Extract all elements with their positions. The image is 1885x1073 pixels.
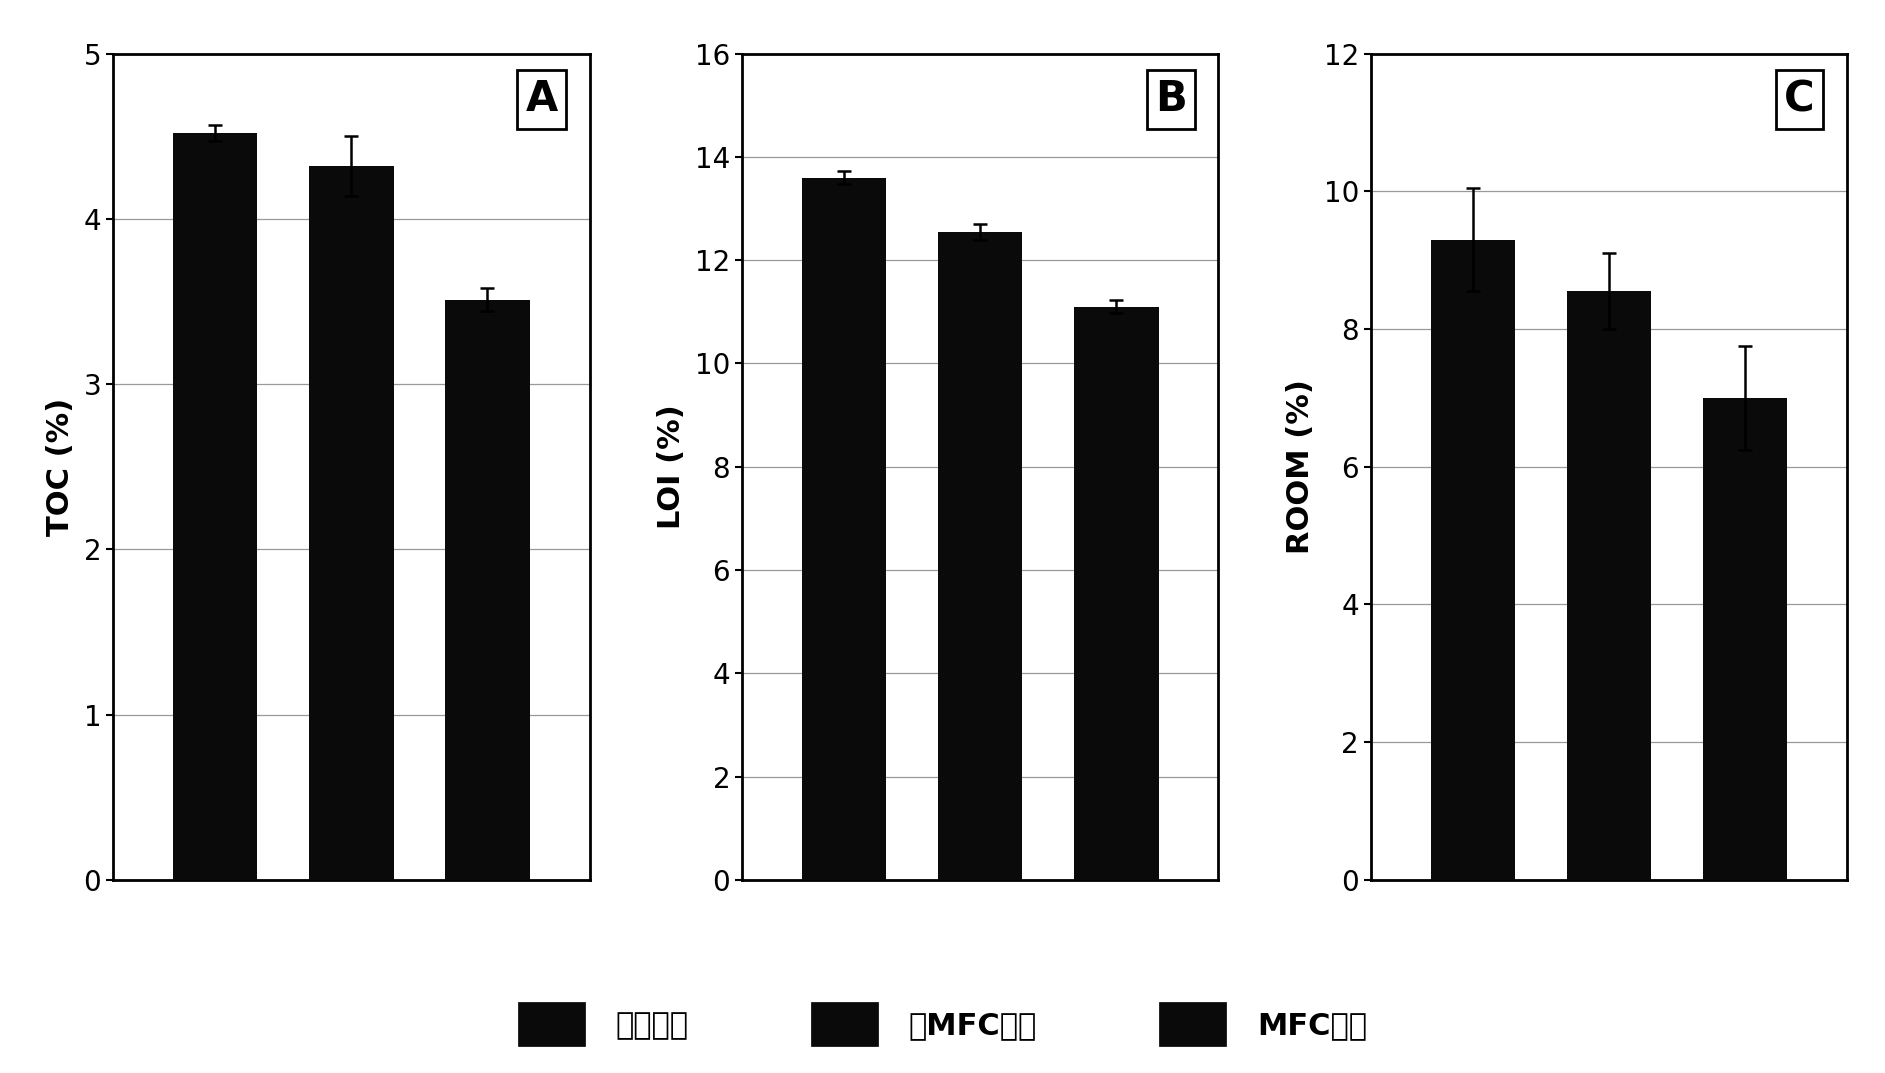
Text: C: C — [1785, 78, 1815, 120]
Legend: 初始底泥, 无MFC底泥, MFC底泥: 初始底泥, 无MFC底泥, MFC底泥 — [505, 990, 1380, 1058]
Bar — [1566, 291, 1651, 880]
Y-axis label: LOI (%): LOI (%) — [658, 405, 686, 529]
Bar — [173, 133, 258, 880]
Bar — [939, 232, 1022, 880]
Bar — [1074, 307, 1159, 880]
Bar — [1431, 239, 1516, 880]
Text: B: B — [1156, 78, 1188, 120]
Bar — [445, 299, 530, 880]
Bar — [1702, 398, 1787, 880]
Y-axis label: TOC (%): TOC (%) — [47, 398, 75, 535]
Y-axis label: ROOM (%): ROOM (%) — [1286, 380, 1316, 554]
Bar — [309, 166, 394, 880]
Text: A: A — [526, 78, 558, 120]
Bar — [801, 177, 886, 880]
